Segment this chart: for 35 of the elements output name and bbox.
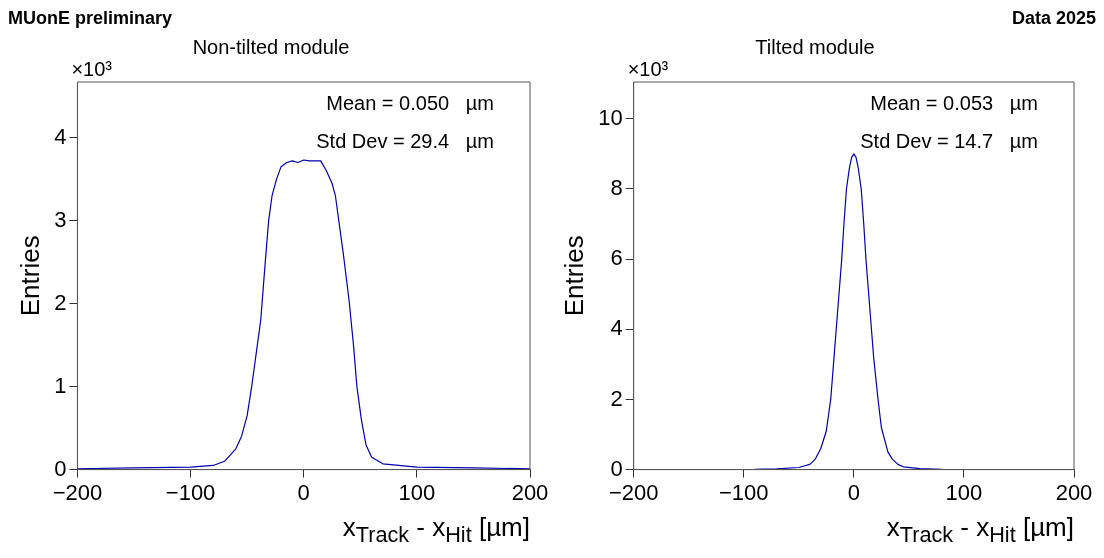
text: Data 2025 bbox=[1011, 8, 1096, 30]
x-tick-label: −200 bbox=[608, 479, 659, 505]
text: ×10³ bbox=[71, 57, 113, 80]
x-tick-label: 200 bbox=[511, 479, 549, 505]
y-tick-label: 0 bbox=[54, 455, 67, 481]
x-tick-label: −100 bbox=[165, 479, 216, 505]
y-tick-label: 4 bbox=[610, 315, 623, 341]
x-tick-label: −100 bbox=[718, 479, 769, 505]
y-tick-label: 6 bbox=[610, 245, 623, 271]
annotation: Std Dev = 29.4 µm bbox=[316, 129, 494, 152]
text: MUonE preliminary bbox=[8, 8, 173, 30]
chart-title: Non-tilted module bbox=[192, 35, 350, 58]
x-tick-label: 0 bbox=[847, 479, 860, 505]
x-axis-title: x$_{Track}$ - x$_{Hit}$ [µm] bbox=[341, 511, 531, 550]
chart-title: Tilted module bbox=[755, 35, 875, 58]
y-tick-label: 8 bbox=[610, 175, 623, 201]
y-tick-label: 0 bbox=[610, 455, 623, 481]
y-tick-label: 10 bbox=[598, 104, 623, 130]
y-axis-title: Entries bbox=[558, 235, 589, 317]
x-tick-label: 100 bbox=[398, 479, 436, 505]
y-tick-label: 2 bbox=[54, 289, 67, 315]
y-axis-title: Entries bbox=[14, 235, 45, 317]
text: ×10³ bbox=[627, 57, 669, 80]
y-tick-label: 2 bbox=[610, 385, 623, 411]
x-tick-label: 0 bbox=[297, 479, 310, 505]
x-tick-label: 100 bbox=[945, 479, 983, 505]
annotation: Mean = 0.050 µm bbox=[326, 91, 494, 114]
x-tick-label: −200 bbox=[52, 479, 103, 505]
x-axis-title: x$_{Track}$ - x$_{Hit}$ [µm] bbox=[885, 511, 1075, 550]
annotation: Std Dev = 14.7 µm bbox=[860, 129, 1038, 152]
y-tick-label: 1 bbox=[54, 372, 67, 398]
annotation: Mean = 0.053 µm bbox=[870, 91, 1038, 114]
x-tick-label: 200 bbox=[1055, 479, 1093, 505]
y-tick-label: 4 bbox=[54, 123, 67, 149]
y-tick-label: 3 bbox=[54, 206, 67, 232]
